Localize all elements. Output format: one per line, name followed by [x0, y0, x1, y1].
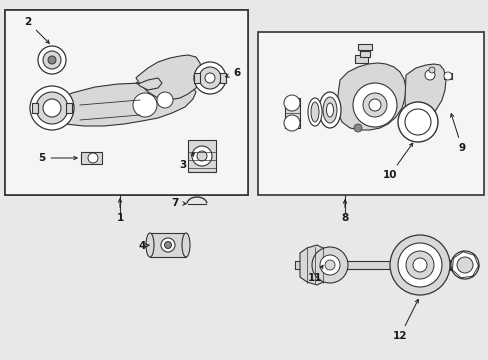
Circle shape	[204, 73, 215, 83]
Circle shape	[199, 67, 221, 89]
Circle shape	[424, 70, 434, 80]
Polygon shape	[357, 44, 371, 50]
Polygon shape	[404, 64, 445, 126]
Circle shape	[397, 243, 441, 287]
Ellipse shape	[310, 102, 318, 122]
Circle shape	[284, 115, 299, 131]
Circle shape	[397, 102, 437, 142]
Text: 11: 11	[307, 265, 322, 283]
Ellipse shape	[318, 92, 340, 128]
Circle shape	[412, 258, 426, 272]
Bar	[5, 10, 247, 195]
Circle shape	[88, 153, 98, 163]
Circle shape	[456, 257, 472, 273]
Circle shape	[443, 72, 451, 80]
Polygon shape	[299, 245, 326, 285]
Ellipse shape	[323, 97, 336, 123]
Polygon shape	[359, 47, 364, 55]
Text: 2: 2	[24, 17, 49, 43]
Ellipse shape	[146, 233, 154, 257]
Circle shape	[353, 124, 361, 132]
Polygon shape	[354, 55, 367, 63]
Text: 7: 7	[171, 198, 186, 208]
Text: 3: 3	[179, 153, 194, 170]
Circle shape	[362, 93, 386, 117]
Bar	[5, 10, 247, 195]
Circle shape	[405, 251, 433, 279]
Circle shape	[36, 92, 68, 124]
Circle shape	[48, 56, 56, 64]
Text: 12: 12	[392, 300, 417, 341]
Polygon shape	[337, 63, 405, 130]
Polygon shape	[150, 233, 185, 257]
Circle shape	[133, 93, 157, 117]
Circle shape	[428, 67, 434, 73]
Text: 1: 1	[116, 199, 123, 223]
Circle shape	[319, 255, 339, 275]
Circle shape	[352, 83, 396, 127]
Polygon shape	[359, 51, 369, 57]
Text: 9: 9	[449, 114, 465, 153]
Circle shape	[450, 251, 478, 279]
Polygon shape	[220, 73, 225, 83]
Circle shape	[197, 151, 206, 161]
Polygon shape	[66, 103, 72, 113]
Circle shape	[43, 99, 61, 117]
Circle shape	[38, 46, 66, 74]
Ellipse shape	[326, 103, 333, 117]
Polygon shape	[194, 73, 200, 83]
Polygon shape	[443, 73, 451, 79]
Circle shape	[194, 62, 225, 94]
Bar	[5, 10, 247, 195]
Circle shape	[30, 86, 74, 130]
Circle shape	[311, 247, 347, 283]
Polygon shape	[81, 152, 102, 164]
Text: 5: 5	[38, 153, 77, 163]
Circle shape	[368, 99, 380, 111]
Bar	[258, 32, 483, 195]
Polygon shape	[285, 98, 299, 128]
Polygon shape	[449, 260, 464, 270]
Circle shape	[389, 235, 449, 295]
Circle shape	[43, 51, 61, 69]
Circle shape	[157, 92, 173, 108]
Polygon shape	[32, 103, 38, 113]
Ellipse shape	[307, 98, 321, 126]
Polygon shape	[38, 83, 196, 126]
Polygon shape	[136, 78, 162, 90]
Polygon shape	[136, 55, 202, 100]
Text: 6: 6	[225, 68, 240, 78]
Polygon shape	[187, 140, 216, 172]
Text: 8: 8	[341, 200, 348, 223]
Ellipse shape	[182, 233, 190, 257]
Bar	[258, 32, 483, 195]
Ellipse shape	[164, 242, 171, 248]
Text: 4: 4	[138, 241, 149, 251]
Polygon shape	[294, 261, 429, 269]
Ellipse shape	[161, 238, 175, 252]
Circle shape	[192, 146, 212, 166]
Text: 10: 10	[382, 143, 412, 180]
Circle shape	[284, 95, 299, 111]
Circle shape	[325, 260, 334, 270]
